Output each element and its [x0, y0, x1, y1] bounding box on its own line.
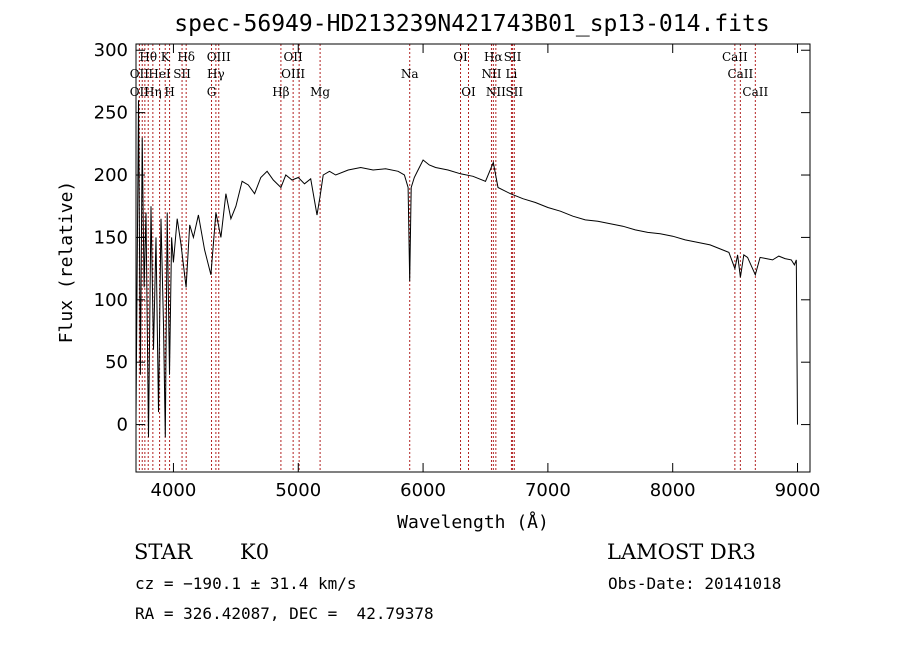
line-id-label-27: CaII: [742, 85, 768, 99]
x-tick-label-2: 6000: [400, 480, 446, 501]
survey-name: LAMOST DR3: [607, 540, 756, 564]
observation-date: Obs-Date: 20141018: [608, 574, 782, 593]
line-id-label-19: Hη: [144, 85, 162, 99]
y-tick-label-2: 100: [94, 290, 128, 311]
chart-title: spec-56949-HD213239N421743B01_sp13-014.f…: [174, 11, 769, 37]
line-id-label-14: Na: [401, 67, 419, 81]
line-id-label-23: Mg: [310, 85, 330, 99]
line-id-label-7: SII: [504, 50, 522, 64]
y-tick-label-4: 200: [94, 165, 128, 186]
x-tick-label-4: 8000: [650, 480, 696, 501]
y-axis-ticks: 0 50 100 150 200 250 300: [94, 40, 810, 436]
line-id-label-0: Hθ: [139, 50, 157, 64]
y-tick-label-3: 150: [94, 227, 128, 248]
x-axis-ticks: 4000 5000 6000 7000 8000 9000: [151, 44, 821, 501]
line-id-label-17: CaII: [727, 67, 753, 81]
line-id-label-2: Hδ: [177, 50, 195, 64]
line-id-label-18: OII: [130, 85, 150, 99]
line-id-label-16: Li: [506, 67, 518, 81]
line-id-label-3: OIII: [207, 50, 231, 64]
line-id-label-25: NII: [486, 85, 506, 99]
y-tick-label-5: 250: [94, 103, 128, 124]
line-id-label-9: OII: [130, 67, 150, 81]
y-axis-label: Flux (relative): [56, 181, 77, 344]
x-axis-label: Wavelength (Å): [397, 511, 549, 533]
x-tick-label-5: 9000: [775, 480, 821, 501]
plot-frame: [135, 43, 811, 473]
line-id-label-11: SII: [173, 67, 191, 81]
y-tick-label-0: 0: [117, 415, 128, 436]
y-tick-label-1: 50: [105, 352, 128, 373]
redshift-velocity: cz = −190.1 ± 31.4 km/s: [135, 574, 357, 593]
line-id-label-26: SII: [505, 85, 523, 99]
object-subclass: K0: [240, 540, 270, 564]
line-id-label-13: OIII: [281, 67, 305, 81]
line-id-label-1: K: [161, 50, 171, 64]
line-id-label-15: NII: [481, 67, 501, 81]
line-id-label-10: HeI: [148, 67, 171, 81]
line-id-label-20: H: [164, 85, 174, 99]
line-id-label-8: CaII: [722, 50, 748, 64]
line-id-label-4: OII: [283, 50, 303, 64]
x-tick-label-0: 4000: [151, 480, 197, 501]
line-id-label-6: Hα: [484, 50, 503, 64]
line-id-label-5: OI: [453, 50, 468, 64]
line-id-label-24: OI: [461, 85, 476, 99]
line-id-label-21: G: [207, 85, 217, 99]
line-id-label-22: Hβ: [272, 85, 289, 99]
x-tick-label-3: 7000: [525, 480, 571, 501]
flux-series-line: [135, 100, 798, 438]
object-class: STAR: [134, 540, 193, 564]
y-tick-label-6: 300: [94, 40, 128, 61]
line-id-label-12: Hγ: [207, 67, 225, 81]
x-tick-label-1: 5000: [275, 480, 321, 501]
coordinates: RA = 326.42087, DEC = 42.79378: [135, 604, 434, 623]
line-marker-layer: [138, 44, 756, 472]
